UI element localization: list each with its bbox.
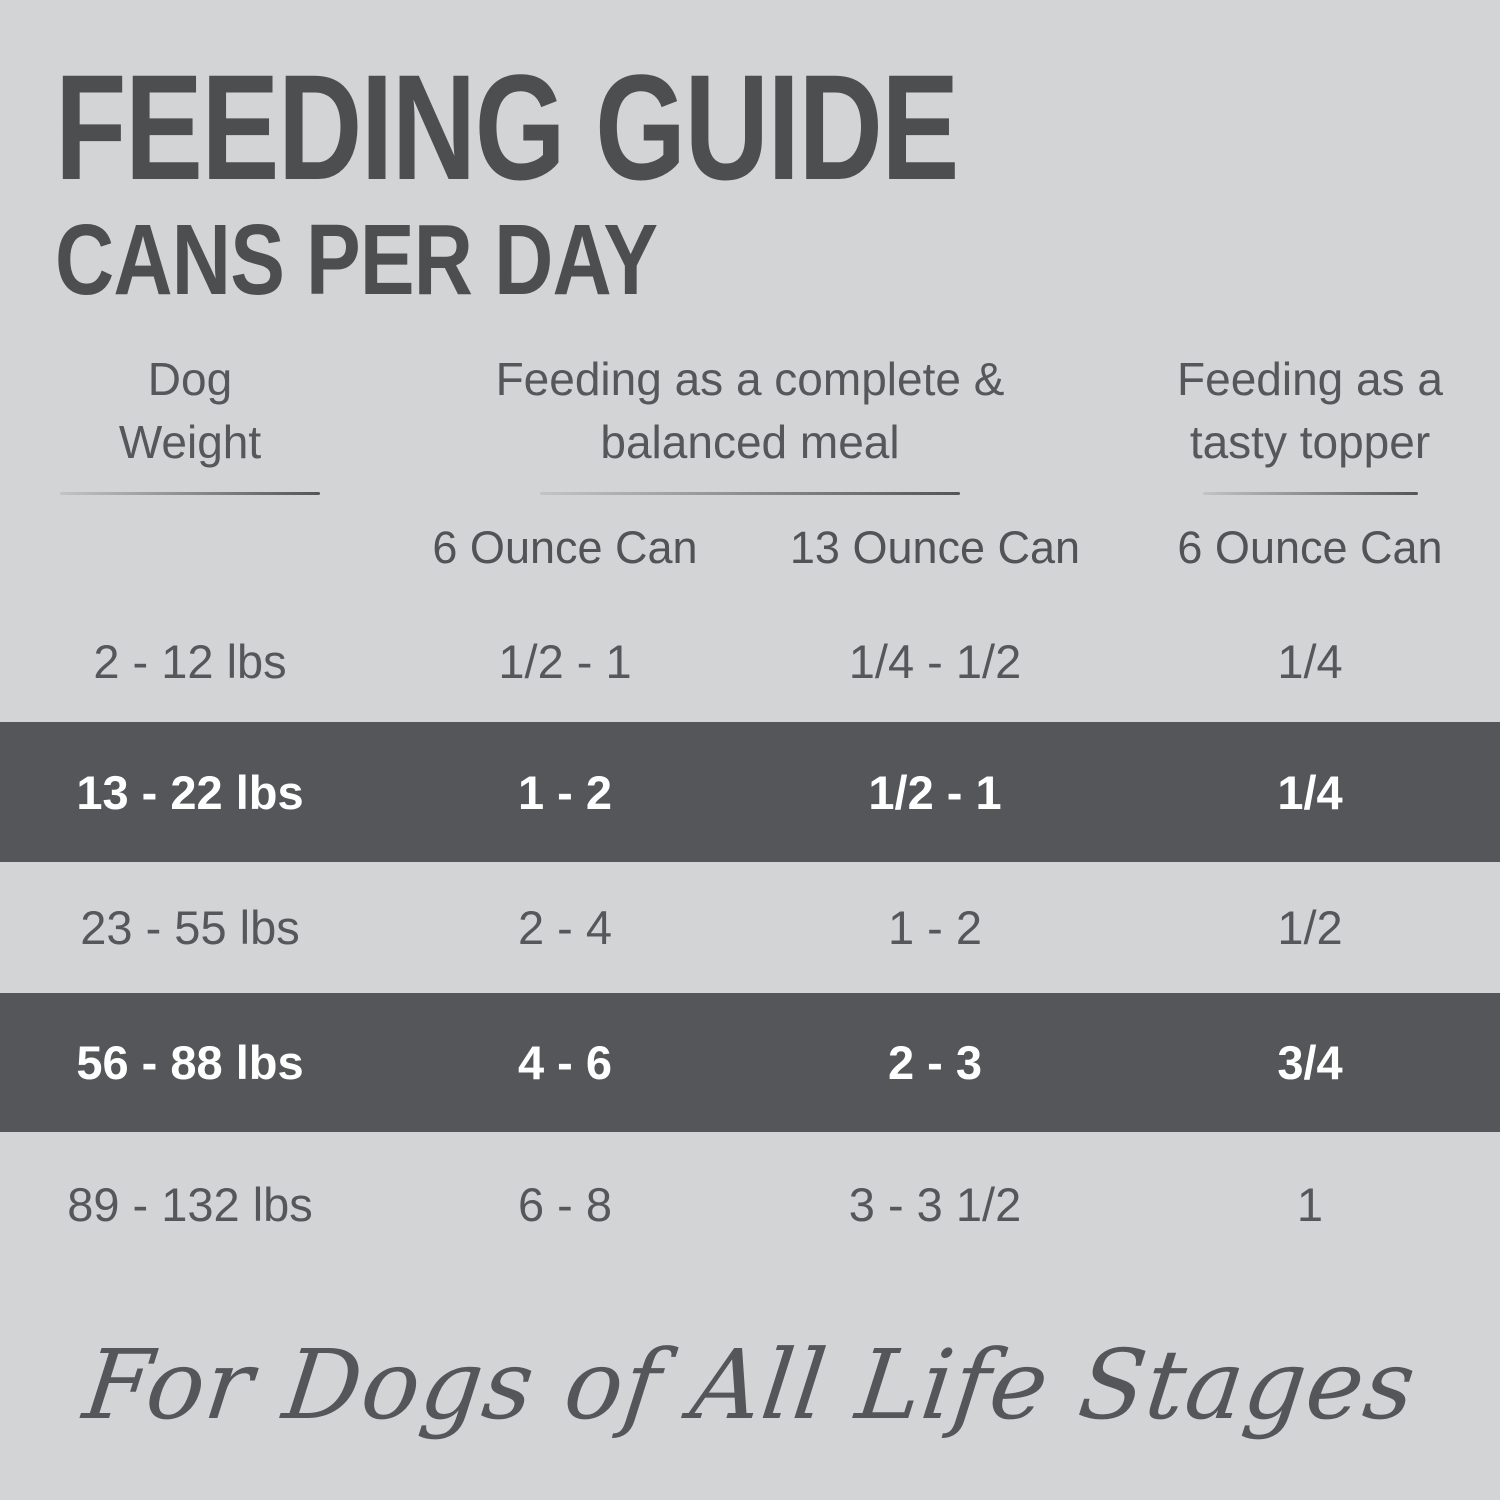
cell-topper-6oz: 1 — [1296, 1178, 1324, 1231]
cell-dog-weight: 56 - 88 lbs — [76, 1036, 304, 1089]
subheader-complete-13oz: 13 Ounce Can — [789, 522, 1081, 573]
table-subheader-row: 6 Ounce Can 13 Ounce Can 6 Ounce Can — [0, 520, 1500, 576]
cell-topper-6oz: 1/2 — [1277, 901, 1343, 954]
cell-complete-6oz: 2 - 4 — [517, 901, 613, 954]
header-underline — [540, 492, 960, 495]
header-line: Feeding as a — [1177, 353, 1443, 405]
table-header-row: Dog Weight Feeding as a complete & balan… — [0, 348, 1500, 495]
cell-complete-13oz: 1 - 2 — [887, 901, 983, 954]
header-underline — [1202, 492, 1418, 495]
header-line: Weight — [118, 416, 262, 468]
header-line: Dog — [147, 353, 233, 405]
cell-complete-13oz: 1/4 - 1/2 — [848, 634, 1022, 688]
cell-complete-13oz: 3 - 3 1/2 — [848, 1178, 1022, 1231]
subheader-topper-6oz: 6 Ounce Can — [1177, 522, 1443, 573]
cell-dog-weight: 2 - 12 lbs — [93, 634, 287, 688]
header-line: tasty topper — [1189, 416, 1431, 468]
cell-topper-6oz: 1/4 — [1277, 765, 1343, 819]
cell-dog-weight: 23 - 55 lbs — [80, 901, 300, 954]
cell-complete-6oz: 1 - 2 — [517, 765, 613, 819]
table-row-highlighted: 56 - 88 lbs 4 - 6 2 - 3 3/4 — [0, 993, 1500, 1132]
page-subtitle: CANS PER DAY — [55, 204, 658, 316]
cell-complete-13oz: 1/2 - 1 — [868, 765, 1002, 819]
table-row: 89 - 132 lbs 6 - 8 3 - 3 1/2 1 — [0, 1132, 1500, 1277]
footer-tagline: For Dogs of All Life Stages — [78, 1329, 1422, 1441]
subheader-complete-6oz: 6 Ounce Can — [432, 522, 698, 573]
cell-complete-6oz: 6 - 8 — [517, 1178, 613, 1231]
cell-complete-6oz: 4 - 6 — [517, 1036, 613, 1089]
page-title: FEEDING GUIDE — [55, 43, 959, 211]
header-underline — [60, 492, 320, 495]
table-row: 23 - 55 lbs 2 - 4 1 - 2 1/2 — [0, 862, 1500, 993]
cell-dog-weight: 13 - 22 lbs — [76, 765, 304, 819]
cell-topper-6oz: 1/4 — [1277, 634, 1343, 688]
table-row-highlighted: 13 - 22 lbs 1 - 2 1/2 - 1 1/4 — [0, 722, 1500, 862]
column-header-tasty-topper: Feeding as a tasty topper — [1120, 348, 1500, 495]
cell-topper-6oz: 3/4 — [1277, 1036, 1343, 1089]
cell-dog-weight: 89 - 132 lbs — [67, 1178, 313, 1231]
header-line: balanced meal — [600, 416, 900, 468]
header-line: Feeding as a complete & — [495, 353, 1005, 405]
column-header-dog-weight: Dog Weight — [0, 348, 380, 495]
cell-complete-6oz: 1/2 - 1 — [498, 634, 632, 688]
cell-complete-13oz: 2 - 3 — [887, 1036, 983, 1089]
column-header-complete-meal: Feeding as a complete & balanced meal — [380, 348, 1120, 495]
table-row: 2 - 12 lbs 1/2 - 1 1/4 - 1/2 1/4 — [0, 600, 1500, 722]
